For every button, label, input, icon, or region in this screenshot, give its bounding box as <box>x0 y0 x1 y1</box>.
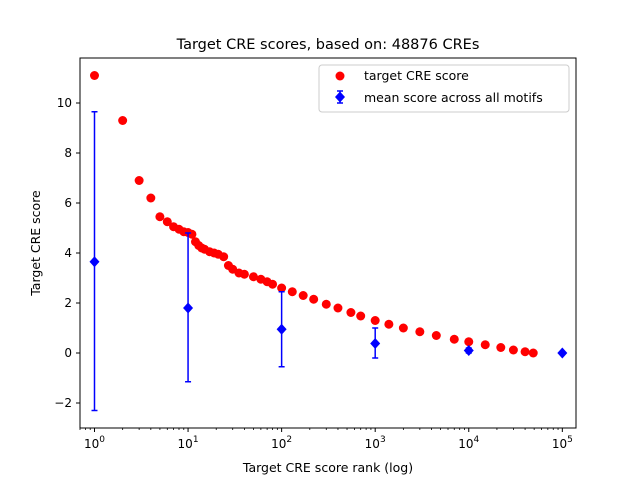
score-point-22 <box>239 269 249 279</box>
mean-errorbar-3 <box>370 327 381 359</box>
chart-title: Target CRE scores, based on: 48876 CREs <box>176 37 480 53</box>
score-point-3 <box>146 193 156 203</box>
plot-frame <box>79 57 577 429</box>
score-point-44 <box>508 345 518 355</box>
x-tick-label-2: 102 <box>271 435 292 451</box>
score-point-45 <box>520 347 530 357</box>
x-tick-label-1: 101 <box>178 435 199 451</box>
mean-point-4 <box>463 345 474 356</box>
score-point-2 <box>134 176 144 185</box>
score-point-29 <box>298 291 308 300</box>
score-point-0 <box>89 71 99 80</box>
score-point-33 <box>346 308 356 317</box>
x-tick-label-3: 103 <box>365 435 386 451</box>
y-tick-label-6: 10 <box>57 96 72 110</box>
y-tick-label-4: 6 <box>64 196 72 210</box>
score-point-23 <box>248 272 258 282</box>
score-point-35 <box>370 316 380 325</box>
x-tick-label-4: 104 <box>458 435 479 451</box>
x-tick-label-0: 100 <box>84 435 105 451</box>
legend-marker-mean-score <box>335 91 345 103</box>
score-point-5 <box>162 217 172 227</box>
score-point-1 <box>118 116 128 125</box>
mean-point-0 <box>89 256 100 268</box>
score-point-32 <box>333 303 343 313</box>
legend-box <box>318 64 570 113</box>
score-point-27 <box>277 283 287 293</box>
score-point-4 <box>155 212 165 222</box>
x-axis: 100 101 102 103 104 105 <box>79 428 573 451</box>
score-point-26 <box>268 279 278 289</box>
mean-errorbar-0 <box>89 111 100 412</box>
score-point-10 <box>187 229 197 239</box>
mean-errorbar-5 <box>557 347 568 359</box>
mean-point-1 <box>183 302 194 314</box>
score-point-31 <box>321 299 331 309</box>
y-tick-label-3: 4 <box>64 246 72 260</box>
mean-errorbar-4 <box>463 345 474 356</box>
score-point-30 <box>309 294 319 304</box>
score-point-42 <box>480 340 490 350</box>
legend: target CRE score mean score across all m… <box>318 64 570 113</box>
mean-errorbar-1 <box>183 232 194 383</box>
score-point-18 <box>219 252 229 262</box>
score-point-37 <box>398 323 408 333</box>
mean-errorbar-2 <box>276 291 287 368</box>
y-tick-label-1: 0 <box>64 346 72 360</box>
legend-label-mean-score: mean score across all motifs <box>364 90 543 105</box>
y-axis: −2 0 2 4 6 8 10 <box>54 96 80 410</box>
x-tick-label-5: 105 <box>552 435 573 451</box>
mean-point-5 <box>557 347 568 359</box>
score-point-46 <box>528 348 538 358</box>
score-point-28 <box>287 287 297 297</box>
x-axis-label: Target CRE score rank (log) <box>242 460 413 475</box>
score-point-41 <box>464 337 474 347</box>
score-point-36 <box>384 319 394 329</box>
score-point-39 <box>431 331 441 340</box>
y-axis-label: Target CRE score <box>28 190 43 297</box>
data-layer <box>89 71 568 412</box>
mean-point-3 <box>370 338 381 349</box>
y-tick-label-5: 8 <box>64 146 72 160</box>
score-point-34 <box>356 311 366 321</box>
legend-marker-target-score <box>335 71 345 81</box>
y-tick-label-0: −2 <box>54 396 72 410</box>
legend-label-target-score: target CRE score <box>364 68 469 83</box>
y-tick-label-2: 2 <box>64 296 72 310</box>
score-point-43 <box>496 343 506 352</box>
mean-point-2 <box>276 323 287 335</box>
score-point-40 <box>449 334 459 344</box>
score-point-38 <box>415 327 425 337</box>
